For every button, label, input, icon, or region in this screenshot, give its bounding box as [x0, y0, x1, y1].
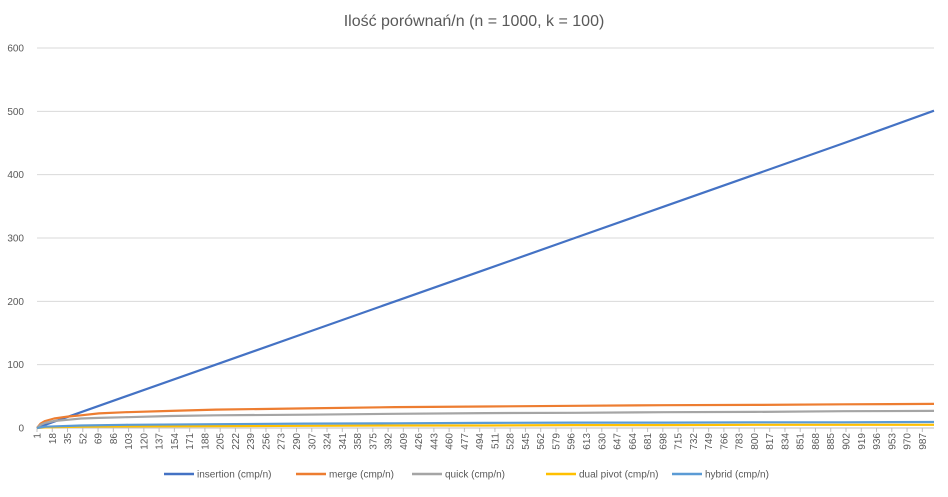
x-tick-label: 239 — [246, 433, 257, 450]
x-tick-label: 987 — [918, 433, 929, 450]
x-tick-label: 426 — [414, 433, 425, 450]
x-tick-label: 919 — [857, 433, 868, 450]
legend: insertion (cmp/n) merge (cmp/n) quick (cmp… — [164, 470, 769, 481]
x-tick-label: 18 — [48, 433, 59, 445]
x-tick-label: 222 — [231, 433, 242, 450]
x-tick-label: 392 — [384, 433, 395, 450]
x-tick-label: 970 — [903, 433, 914, 450]
y-tick-label: 100 — [7, 360, 24, 371]
x-tick-label: 851 — [796, 433, 807, 450]
x-tick-label: 528 — [506, 433, 517, 450]
legend-label: dual pivot (cmp/n) — [579, 470, 658, 481]
x-tick-label: 698 — [658, 433, 669, 450]
x-tick-label: 35 — [63, 433, 74, 445]
x-tick-label: 341 — [338, 433, 349, 450]
x-tick-label: 409 — [399, 433, 410, 450]
series-lines — [36, 109, 935, 430]
y-tick-label: 400 — [7, 170, 24, 181]
x-tick-label: 307 — [307, 433, 318, 450]
x-tick-label: 596 — [567, 433, 578, 450]
x-tick-label: 800 — [750, 433, 761, 450]
y-tick-label: 500 — [7, 107, 24, 118]
x-tick-label: 562 — [536, 433, 547, 450]
x-tick-label: 358 — [353, 433, 364, 450]
x-tick-label: 783 — [735, 433, 746, 450]
x-tick-label: 1 — [33, 433, 44, 439]
y-tick-label: 0 — [18, 424, 24, 435]
x-tick-label: 52 — [78, 433, 89, 445]
x-tick-label: 868 — [811, 433, 822, 450]
x-tick-label: 613 — [582, 433, 593, 450]
x-tick-label: 154 — [170, 433, 181, 450]
x-tick-label: 545 — [521, 433, 532, 450]
series-line — [36, 420, 935, 430]
x-tick-label: 953 — [887, 433, 898, 450]
chart-title: Ilość porównań/n (n = 1000, k = 100) — [344, 13, 605, 30]
x-tick-label: 715 — [674, 433, 685, 450]
x-tick-label: 103 — [124, 433, 135, 450]
x-tick-label: 749 — [704, 433, 715, 450]
y-tick-label: 300 — [7, 234, 24, 245]
x-tick-label: 375 — [368, 433, 379, 450]
x-tick-label: 188 — [200, 433, 211, 450]
x-tick-label: 324 — [323, 433, 334, 450]
x-tick-label: 902 — [842, 433, 853, 450]
y-tick-label: 600 — [7, 44, 24, 55]
x-tick-label: 171 — [185, 433, 196, 450]
x-axis-ticks: 1 18 35 52 69 86 103 120 137 154 171 188 205 222 239 25… — [33, 428, 929, 450]
x-tick-label: 817 — [765, 433, 776, 450]
x-tick-label: 460 — [445, 433, 456, 450]
series-line — [36, 423, 934, 430]
legend-label: quick (cmp/n) — [445, 470, 505, 481]
x-tick-label: 256 — [261, 433, 272, 450]
x-tick-label: 936 — [872, 433, 883, 450]
series-line — [36, 402, 935, 429]
legend-label: merge (cmp/n) — [329, 470, 394, 481]
x-tick-label: 664 — [628, 433, 639, 450]
x-tick-label: 511 — [490, 433, 501, 449]
x-tick-label: 579 — [551, 433, 562, 450]
x-tick-label: 766 — [719, 433, 730, 450]
x-tick-label: 834 — [780, 433, 791, 450]
x-tick-label: 86 — [109, 433, 120, 445]
y-tick-label: 200 — [7, 297, 24, 308]
x-tick-label: 647 — [613, 433, 624, 450]
x-tick-label: 137 — [155, 433, 166, 450]
gridlines — [37, 47, 934, 429]
legend-label: hybrid (cmp/n) — [705, 470, 769, 481]
x-tick-label: 885 — [826, 433, 837, 450]
series-line — [36, 409, 935, 429]
x-tick-label: 494 — [475, 433, 486, 450]
x-tick-label: 732 — [689, 433, 700, 450]
x-tick-label: 681 — [643, 433, 654, 450]
x-tick-label: 120 — [139, 433, 150, 450]
legend-label: insertion (cmp/n) — [197, 470, 271, 481]
series-line — [36, 109, 935, 430]
y-axis-ticks: 0 100 200 300 400 500 600 — [7, 44, 24, 435]
x-tick-label: 205 — [216, 433, 227, 450]
x-tick-label: 273 — [277, 433, 288, 450]
x-tick-label: 69 — [94, 433, 105, 445]
x-tick-label: 443 — [429, 433, 440, 450]
x-tick-label: 630 — [597, 433, 608, 450]
x-tick-label: 290 — [292, 433, 303, 450]
x-tick-label: 477 — [460, 433, 471, 450]
